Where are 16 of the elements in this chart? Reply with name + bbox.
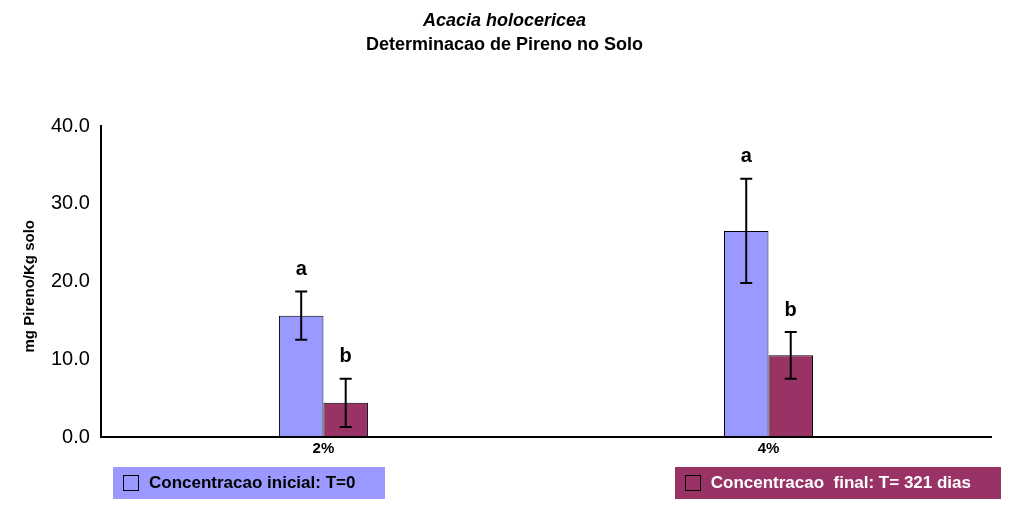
annotation: b (784, 297, 797, 320)
y-tick-label: 0.0 (62, 424, 90, 447)
chart-title: Acacia holocericea (421, 9, 588, 32)
x-tick-label: 4% (757, 439, 780, 457)
annotation: a (740, 144, 753, 167)
y-tick-label: 40.0 (50, 113, 90, 136)
legend-label: Concentracao final: T= 321 dias (710, 473, 971, 493)
y-tick-label: 10.0 (50, 346, 90, 369)
y-tick-label: 20.0 (50, 269, 90, 292)
annotation: a (295, 257, 308, 280)
y-axis-title: mg Pireno/Kg solo (19, 219, 37, 353)
annotation: b (339, 344, 352, 367)
x-tick-label: 2% (312, 439, 335, 457)
y-tick-label: 30.0 (50, 191, 90, 214)
chart-subtitle: Determinacao de Pireno no Solo (364, 33, 645, 56)
legend-label: Concentracao inicial: T=0 (149, 473, 356, 493)
